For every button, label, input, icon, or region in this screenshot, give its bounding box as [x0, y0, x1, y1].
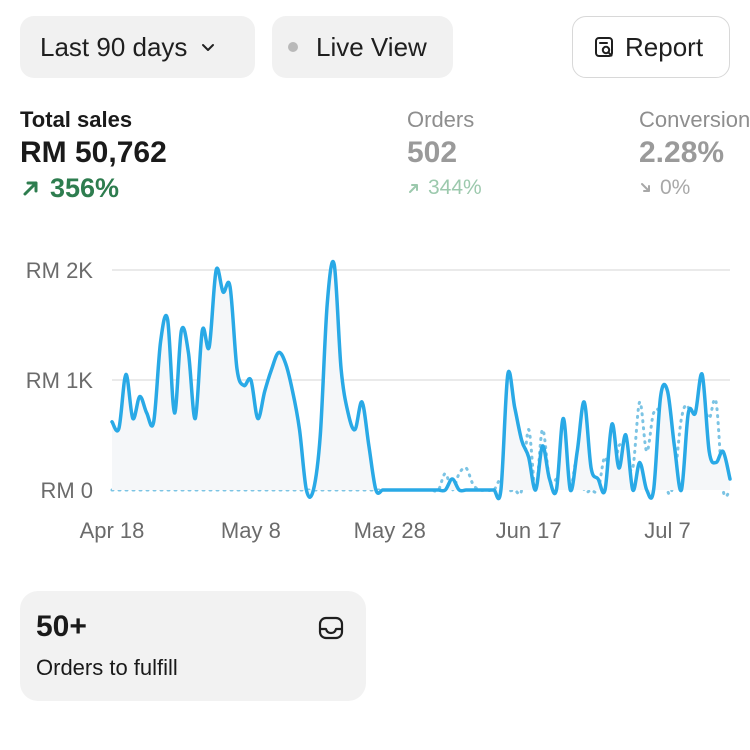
x-tick-label: May 8 — [221, 518, 281, 543]
date-range-label: Last 90 days — [40, 31, 188, 62]
metric-change: 356% — [20, 172, 167, 204]
y-tick-label: RM 0 — [40, 478, 93, 503]
metric-change: 0% — [639, 172, 750, 204]
metric-value: RM 50,762 — [20, 136, 167, 169]
report-label: Report — [625, 31, 704, 62]
orders-to-fulfill-count: 50+ — [36, 610, 87, 643]
x-tick-label: May 28 — [354, 518, 426, 543]
metric-change-value: 344% — [428, 176, 482, 199]
y-tick-label: RM 2K — [26, 258, 94, 283]
sales-over-time-chart[interactable]: RM 2K RM 1K RM 0 Apr 18 May 8 May 28 Jun 17 Jul… — [0, 240, 750, 560]
inbox-icon — [318, 616, 344, 640]
live-view-button[interactable]: Live View — [272, 16, 453, 78]
x-tick-label: Apr 18 — [80, 518, 145, 543]
metric-value: 2.28% — [639, 136, 725, 169]
metric-change: 344% — [407, 172, 482, 204]
chevron-down-icon — [202, 44, 215, 51]
report-button[interactable]: Report — [572, 16, 730, 78]
x-tick-label: Jul 7 — [644, 518, 690, 543]
arrow-down-right-icon — [641, 183, 650, 192]
arrow-up-right-icon — [409, 184, 418, 193]
metric-change-value: 0% — [660, 176, 691, 199]
metric-total-sales[interactable]: Total sales RM 50,762 356% — [20, 106, 167, 204]
x-tick-label: Jun 17 — [496, 518, 562, 543]
orders-to-fulfill-card[interactable]: 50+ Orders to fulfill — [20, 591, 366, 701]
metric-value: 502 — [407, 136, 458, 169]
metric-conversion[interactable]: Conversion 2.28% 0% — [639, 106, 750, 204]
y-tick-label: RM 1K — [26, 368, 94, 393]
metric-label: Total sales — [20, 107, 133, 132]
orders-to-fulfill-label: Orders to fulfill — [36, 655, 178, 680]
metric-label: Orders — [407, 107, 475, 132]
date-range-dropdown[interactable]: Last 90 days — [20, 16, 255, 78]
metric-change-value: 356% — [50, 173, 120, 203]
current-series-area — [112, 261, 730, 499]
report-search-icon — [595, 37, 613, 57]
arrow-up-right-icon — [23, 181, 38, 196]
metric-orders[interactable]: Orders 502 344% — [407, 106, 482, 204]
current-series-line — [110, 260, 732, 501]
live-view-label: Live View — [316, 31, 427, 62]
live-status-dot-icon — [288, 42, 298, 52]
metric-label: Conversion — [639, 107, 750, 132]
